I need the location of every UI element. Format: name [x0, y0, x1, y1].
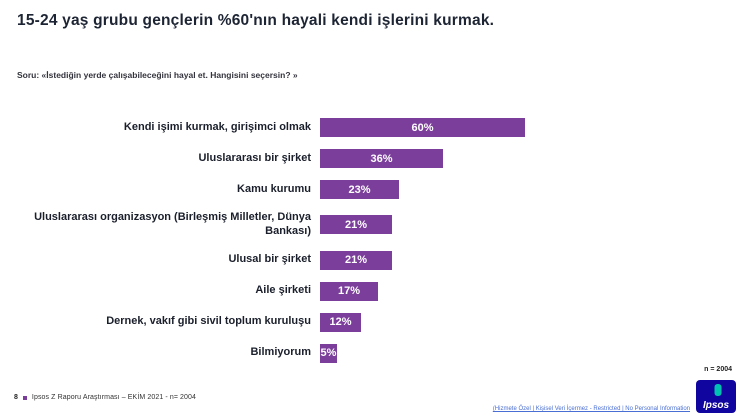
sample-size-label: n = 2004 — [704, 366, 732, 373]
bar-track: 12% — [320, 312, 735, 332]
source-text: Ipsos Z Raporu Araştırması – EKİM 2021 -… — [31, 394, 197, 401]
bar: 21% — [320, 215, 392, 235]
bar: 17% — [320, 281, 378, 301]
page-number: 8 — [14, 394, 18, 401]
page-title: 15-24 yaş grubu gençlerin %60'nın hayali… — [17, 12, 495, 29]
logo-text: Ipsos — [702, 400, 730, 411]
chart-row: Bilmiyorum 5% — [15, 343, 735, 363]
bar-track: 60% — [320, 118, 735, 137]
bar-track: 21% — [320, 215, 735, 235]
chart-row: Ulusal bir şirket 21% — [15, 250, 735, 270]
bar-value-label: 21% — [344, 218, 368, 231]
bar-category-label: Uluslararası organizasyon (Birleşmiş Mil… — [34, 211, 311, 237]
bar: 60% — [320, 118, 525, 137]
chart-row: Aile şirketi 17% — [15, 281, 735, 301]
chart-row: Kamu kurumu 23% — [15, 180, 735, 199]
survey-question: Soru: «İstediğin yerde çalışabileceğini … — [17, 70, 298, 80]
confidential-note: (Hizmete Özel | Kişisel Veri İçermez - R… — [492, 406, 690, 412]
bar-chart: Kendi işimi kurmak, girişimci olmak 60% Ul… — [15, 118, 735, 375]
logo-accent-icon — [714, 384, 722, 396]
bar-value-label: 5% — [320, 347, 337, 359]
ipsos-logo: Ipsos — [696, 380, 736, 413]
bar-category-label: Kamu kurumu — [237, 182, 311, 195]
bar-value-label: 12% — [329, 316, 352, 328]
bar: 23% — [320, 180, 399, 199]
bar-value-label: 21% — [344, 254, 368, 266]
bar-value-label: 36% — [370, 152, 393, 165]
bar-track: 5% — [320, 343, 735, 363]
bar-category-label: Ulusal bir şirket — [228, 253, 311, 266]
bar-category-label: Dernek, vakıf gibi sivil toplum kuruluşu — [106, 315, 311, 328]
footer-source: 8 Ipsos Z Raporu Araştırması – EKİM 2021… — [14, 394, 196, 401]
bar: 12% — [320, 312, 361, 332]
chart-row: Dernek, vakıf gibi sivil toplum kuruluşu… — [15, 312, 735, 332]
footer-bullet-icon — [22, 395, 27, 400]
bar-value-label: 23% — [348, 183, 371, 196]
bar-category-label: Uluslararası bir şirket — [198, 151, 311, 164]
bar-track: 17% — [320, 281, 735, 301]
bar: 36% — [320, 149, 443, 168]
bar-value-label: 60% — [411, 121, 434, 134]
chart-row: Kendi işimi kurmak, girişimci olmak 60% — [15, 118, 735, 137]
chart-row: Uluslararası organizasyon (Birleşmiş Mil… — [15, 211, 735, 239]
bar-track: 36% — [320, 149, 735, 168]
chart-row: Uluslararası bir şirket 36% — [15, 149, 735, 168]
bar-value-label: 17% — [337, 285, 361, 297]
bar-track: 21% — [320, 250, 735, 270]
bar-category-label: Aile şirketi — [255, 284, 311, 297]
bar: 21% — [320, 250, 392, 270]
bar-category-label: Bilmiyorum — [250, 346, 311, 359]
bar-category-label: Kendi işimi kurmak, girişimci olmak — [123, 120, 311, 133]
bar: 5% — [320, 343, 337, 363]
bar-track: 23% — [320, 180, 735, 199]
